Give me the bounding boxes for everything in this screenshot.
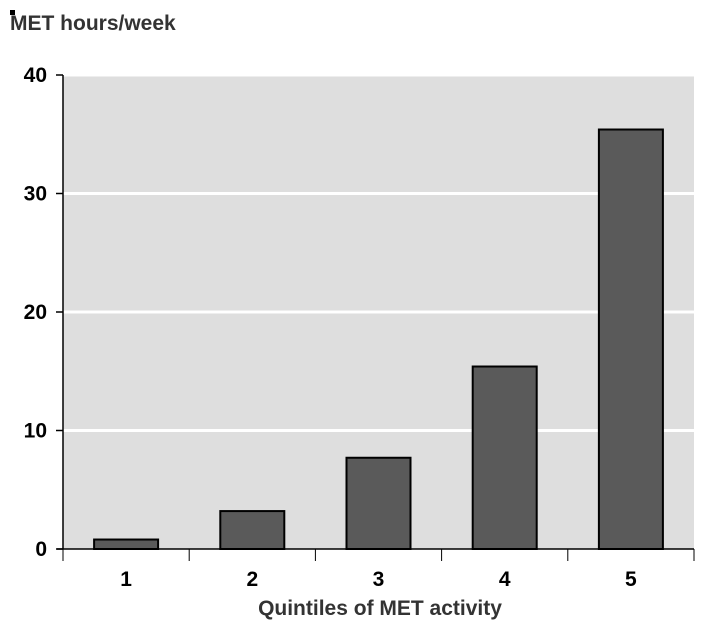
y-tick-label-30: 30 <box>24 183 47 206</box>
x-tick-label-5: 5 <box>625 568 637 591</box>
bar-5 <box>597 128 664 550</box>
y-tick-label-20: 20 <box>24 301 47 324</box>
corner-marker <box>10 10 15 15</box>
y-axis-label: MET hours/week <box>10 12 176 35</box>
x-tick-label-2: 2 <box>246 568 258 591</box>
x-tick-label-3: 3 <box>373 568 385 591</box>
x-axis-label: Quintiles of MET activity <box>258 597 502 620</box>
bar-4 <box>471 365 538 551</box>
bars <box>93 128 664 551</box>
bar-2 <box>219 510 286 550</box>
gridlines <box>63 73 694 432</box>
bar-1 <box>93 538 160 551</box>
x-tick-label-1: 1 <box>120 568 132 591</box>
x-ticks: 1 2 3 4 5 <box>62 549 695 591</box>
x-tick-label-4: 4 <box>499 568 511 591</box>
y-tick-label-0: 0 <box>35 538 47 561</box>
y-ticks: 0 10 20 30 40 <box>24 64 63 561</box>
bar-3 <box>345 456 412 551</box>
y-tick-label-10: 10 <box>24 420 47 443</box>
y-tick-label-40: 40 <box>24 64 47 87</box>
